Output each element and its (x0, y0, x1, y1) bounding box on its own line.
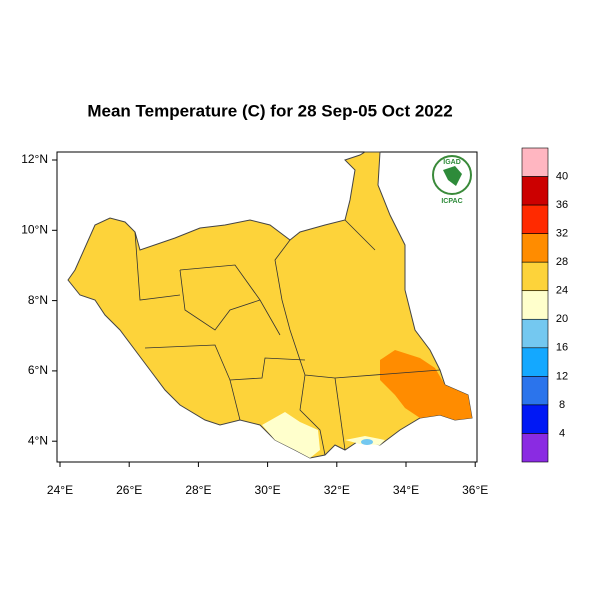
colorbar-box (521, 290, 549, 320)
colorbar: 40 36 32 28 24 20 16 12 8 4 (521, 147, 568, 463)
colorbar-box (521, 261, 549, 292)
colorbar-box (521, 347, 549, 377)
x-tick-label: 36°E (462, 483, 488, 497)
x-tick-label: 24°E (47, 483, 73, 497)
colorbar-box (521, 233, 549, 263)
x-tick-label: 28°E (185, 483, 211, 497)
colorbar-label: 12 (556, 370, 568, 382)
warm-area (380, 350, 472, 420)
colorbar-box (521, 204, 549, 234)
colorbar-label: 36 (556, 199, 568, 211)
x-tick-label: 34°E (393, 483, 419, 497)
colorbar-label: 32 (556, 228, 568, 240)
logo: IGAD ICPAC (432, 155, 472, 205)
cool-area (262, 412, 320, 458)
colorbar-label: 28 (556, 256, 568, 268)
logo-map (443, 166, 462, 186)
colorbar-box (521, 404, 549, 434)
cold-spot (361, 439, 373, 445)
y-tick-label: 12°N (21, 152, 48, 166)
y-tick-label: 6°N (28, 363, 48, 377)
x-tick-label: 26°E (116, 483, 142, 497)
map-frame (56, 151, 478, 463)
logo-bottom: ICPAC (441, 198, 462, 205)
y-tick-label: 10°N (21, 222, 48, 236)
colorbar-label: 8 (559, 399, 565, 411)
y-tick-label: 4°N (28, 433, 48, 447)
axis-ticks: 24°E 26°E 28°E 30°E 32°E 34°E 36°E 12°N 10°N 8°N 6… (21, 152, 488, 497)
colorbar-box (521, 147, 549, 177)
title: Mean Temperature (C) for 28 Sep-05 Oct 2… (87, 101, 452, 120)
x-tick-label: 30°E (255, 483, 281, 497)
country (67, 151, 473, 459)
colorbar-label: 24 (556, 285, 568, 297)
state-borders (134, 219, 441, 456)
colorbar-label: 16 (556, 342, 568, 354)
x-tick-label: 32°E (324, 483, 350, 497)
logo-top: IGAD (443, 159, 461, 166)
colorbar-box (521, 376, 549, 406)
colorbar-label: 4 (559, 427, 565, 439)
y-tick-label: 8°N (28, 293, 48, 307)
colorbar-box (521, 176, 549, 206)
colorbar-label: 40 (556, 170, 568, 182)
colorbar-box (521, 318, 549, 349)
colorbar-box (521, 433, 549, 463)
colorbar-label: 20 (556, 313, 568, 325)
